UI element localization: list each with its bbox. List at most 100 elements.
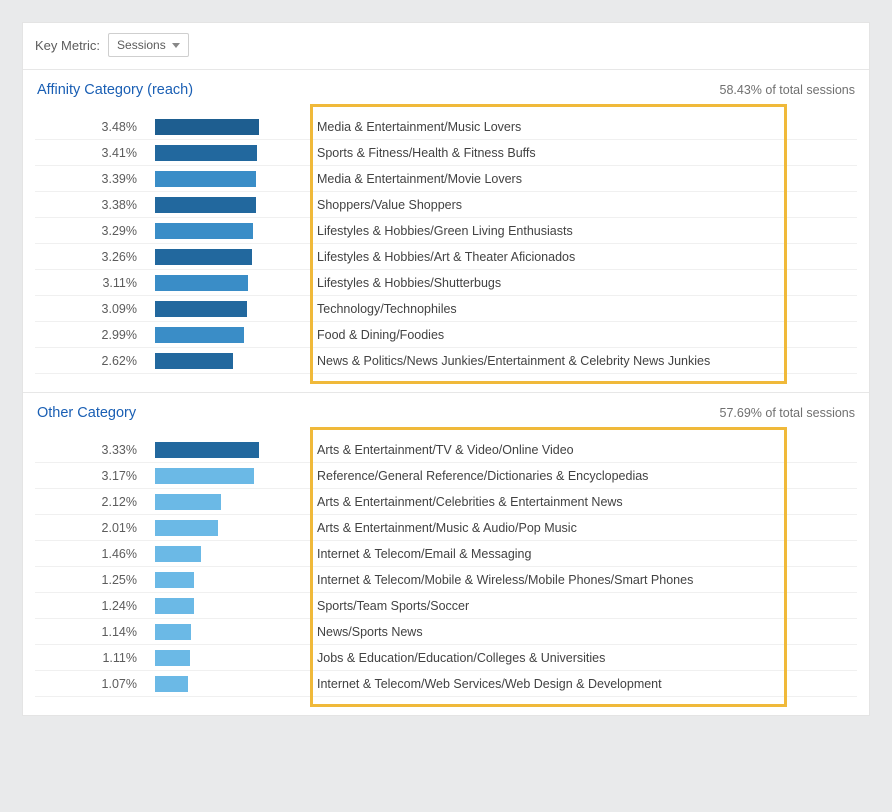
row-percent: 1.14%: [35, 625, 155, 639]
row-bar-cell: [155, 468, 305, 484]
row-percent: 1.24%: [35, 599, 155, 613]
row-bar-cell: [155, 572, 305, 588]
category-row[interactable]: 3.41% Sports & Fitness/Health & Fitness B…: [35, 140, 857, 166]
row-bar-cell: [155, 676, 305, 692]
row-label: Shoppers/Value Shoppers: [305, 198, 857, 212]
section-title-link[interactable]: Affinity Category (reach): [37, 82, 193, 98]
category-row[interactable]: 3.29%Lifestyles & Hobbies/Green Living E…: [35, 218, 857, 244]
row-bar-cell: [155, 353, 305, 369]
category-row[interactable]: 3.33% Arts & Entertainment/TV & Video/Onl…: [35, 437, 857, 463]
row-bar-cell: [155, 171, 305, 187]
row-label: Media & Entertainment/Movie Lovers: [305, 172, 857, 186]
row-percent: 3.29%: [35, 224, 155, 238]
key-metric-label: Key Metric:: [35, 38, 100, 53]
row-label: News & Politics/News Junkies/Entertainme…: [305, 354, 857, 368]
row-bar-cell: [155, 546, 305, 562]
row-percent: 1.25%: [35, 573, 155, 587]
chevron-down-icon: [172, 43, 180, 48]
row-bar: [155, 197, 256, 213]
row-label: Media & Entertainment/Music Lovers: [305, 120, 857, 134]
row-bar: [155, 249, 252, 265]
section-rows: 3.33% Arts & Entertainment/TV & Video/Onl…: [35, 437, 857, 697]
row-percent: 3.26%: [35, 250, 155, 264]
category-row[interactable]: 2.12%Arts & Entertainment/Celebrities & …: [35, 489, 857, 515]
row-label: Internet & Telecom/Mobile & Wireless/Mob…: [305, 573, 857, 587]
row-bar: [155, 119, 259, 135]
row-bar: [155, 327, 244, 343]
category-row[interactable]: 1.25% Internet & Telecom/Mobile & Wireles…: [35, 567, 857, 593]
row-label: Arts & Entertainment/TV & Video/Online V…: [305, 443, 857, 457]
row-bar: [155, 546, 201, 562]
row-label: Arts & Entertainment/Celebrities & Enter…: [305, 495, 857, 509]
key-metric-selected: Sessions: [117, 38, 166, 52]
key-metric-dropdown[interactable]: Sessions: [108, 33, 189, 57]
row-percent: 2.62%: [35, 354, 155, 368]
row-bar-cell: [155, 598, 305, 614]
row-bar: [155, 494, 221, 510]
row-label: Reference/General Reference/Dictionaries…: [305, 469, 857, 483]
row-bar: [155, 442, 259, 458]
row-bar-cell: [155, 223, 305, 239]
row-bar: [155, 145, 257, 161]
row-bar: [155, 520, 218, 536]
row-percent: 2.01%: [35, 521, 155, 535]
row-percent: 3.48%: [35, 120, 155, 134]
row-bar: [155, 468, 254, 484]
analytics-panel: Key Metric: Sessions Affinity Category (…: [22, 22, 870, 716]
category-row[interactable]: 3.11%Lifestyles & Hobbies/Shutterbugs: [35, 270, 857, 296]
row-percent: 3.41%: [35, 146, 155, 160]
row-label: Jobs & Education/Education/Colleges & Un…: [305, 651, 857, 665]
key-metric-bar: Key Metric: Sessions: [23, 23, 869, 70]
row-percent: 3.17%: [35, 469, 155, 483]
row-label: News/Sports News: [305, 625, 857, 639]
section-summary: 57.69% of total sessions: [720, 406, 856, 420]
row-bar: [155, 676, 188, 692]
category-row[interactable]: 2.99%Food & Dining/Foodies: [35, 322, 857, 348]
row-percent: 3.38%: [35, 198, 155, 212]
row-bar-cell: [155, 327, 305, 343]
row-bar-cell: [155, 145, 305, 161]
section-title-link[interactable]: Other Category: [37, 405, 136, 421]
row-percent: 1.46%: [35, 547, 155, 561]
row-bar: [155, 171, 256, 187]
category-row[interactable]: 3.17% Reference/General Reference/Diction…: [35, 463, 857, 489]
section-summary: 58.43% of total sessions: [720, 83, 856, 97]
category-row[interactable]: 1.14% News/Sports News: [35, 619, 857, 645]
row-bar-cell: [155, 520, 305, 536]
row-label: Arts & Entertainment/Music & Audio/Pop M…: [305, 521, 857, 535]
category-row[interactable]: 3.38% Shoppers/Value Shoppers: [35, 192, 857, 218]
row-percent: 3.33%: [35, 443, 155, 457]
section-affinity: Affinity Category (reach) 58.43% of total…: [23, 70, 869, 393]
row-label: Lifestyles & Hobbies/Art & Theater Afici…: [305, 250, 857, 264]
row-percent: 3.11%: [35, 276, 155, 290]
category-row[interactable]: 3.09% Technology/Technophiles: [35, 296, 857, 322]
row-percent: 1.11%: [35, 651, 155, 665]
row-percent: 3.39%: [35, 172, 155, 186]
row-bar-cell: [155, 494, 305, 510]
category-row[interactable]: 1.24%Sports/Team Sports/Soccer: [35, 593, 857, 619]
row-percent: 1.07%: [35, 677, 155, 691]
category-row[interactable]: 1.11% Jobs & Education/Education/Colleges…: [35, 645, 857, 671]
row-bar: [155, 650, 190, 666]
category-row[interactable]: 3.48% Media & Entertainment/Music Lovers: [35, 114, 857, 140]
row-bar: [155, 223, 253, 239]
row-label: Technology/Technophiles: [305, 302, 857, 316]
category-row[interactable]: 3.39% Media & Entertainment/Movie Lovers: [35, 166, 857, 192]
row-label: Sports & Fitness/Health & Fitness Buffs: [305, 146, 857, 160]
category-row[interactable]: 3.26% Lifestyles & Hobbies/Art & Theater …: [35, 244, 857, 270]
row-bar-cell: [155, 119, 305, 135]
row-percent: 3.09%: [35, 302, 155, 316]
category-row[interactable]: 1.46%Internet & Telecom/Email & Messagin…: [35, 541, 857, 567]
row-bar: [155, 301, 247, 317]
section-other: Other Category 57.69% of total sessions 3.…: [23, 393, 869, 715]
row-bar-cell: [155, 249, 305, 265]
row-bar-cell: [155, 197, 305, 213]
row-bar-cell: [155, 442, 305, 458]
row-bar: [155, 624, 191, 640]
row-bar-cell: [155, 650, 305, 666]
row-label: Food & Dining/Foodies: [305, 328, 857, 342]
row-bar-cell: [155, 624, 305, 640]
category-row[interactable]: 2.62% News & Politics/News Junkies/Entert…: [35, 348, 857, 374]
category-row[interactable]: 2.01% Arts & Entertainment/Music & Audio/…: [35, 515, 857, 541]
category-row[interactable]: 1.07%Internet & Telecom/Web Services/Web…: [35, 671, 857, 697]
